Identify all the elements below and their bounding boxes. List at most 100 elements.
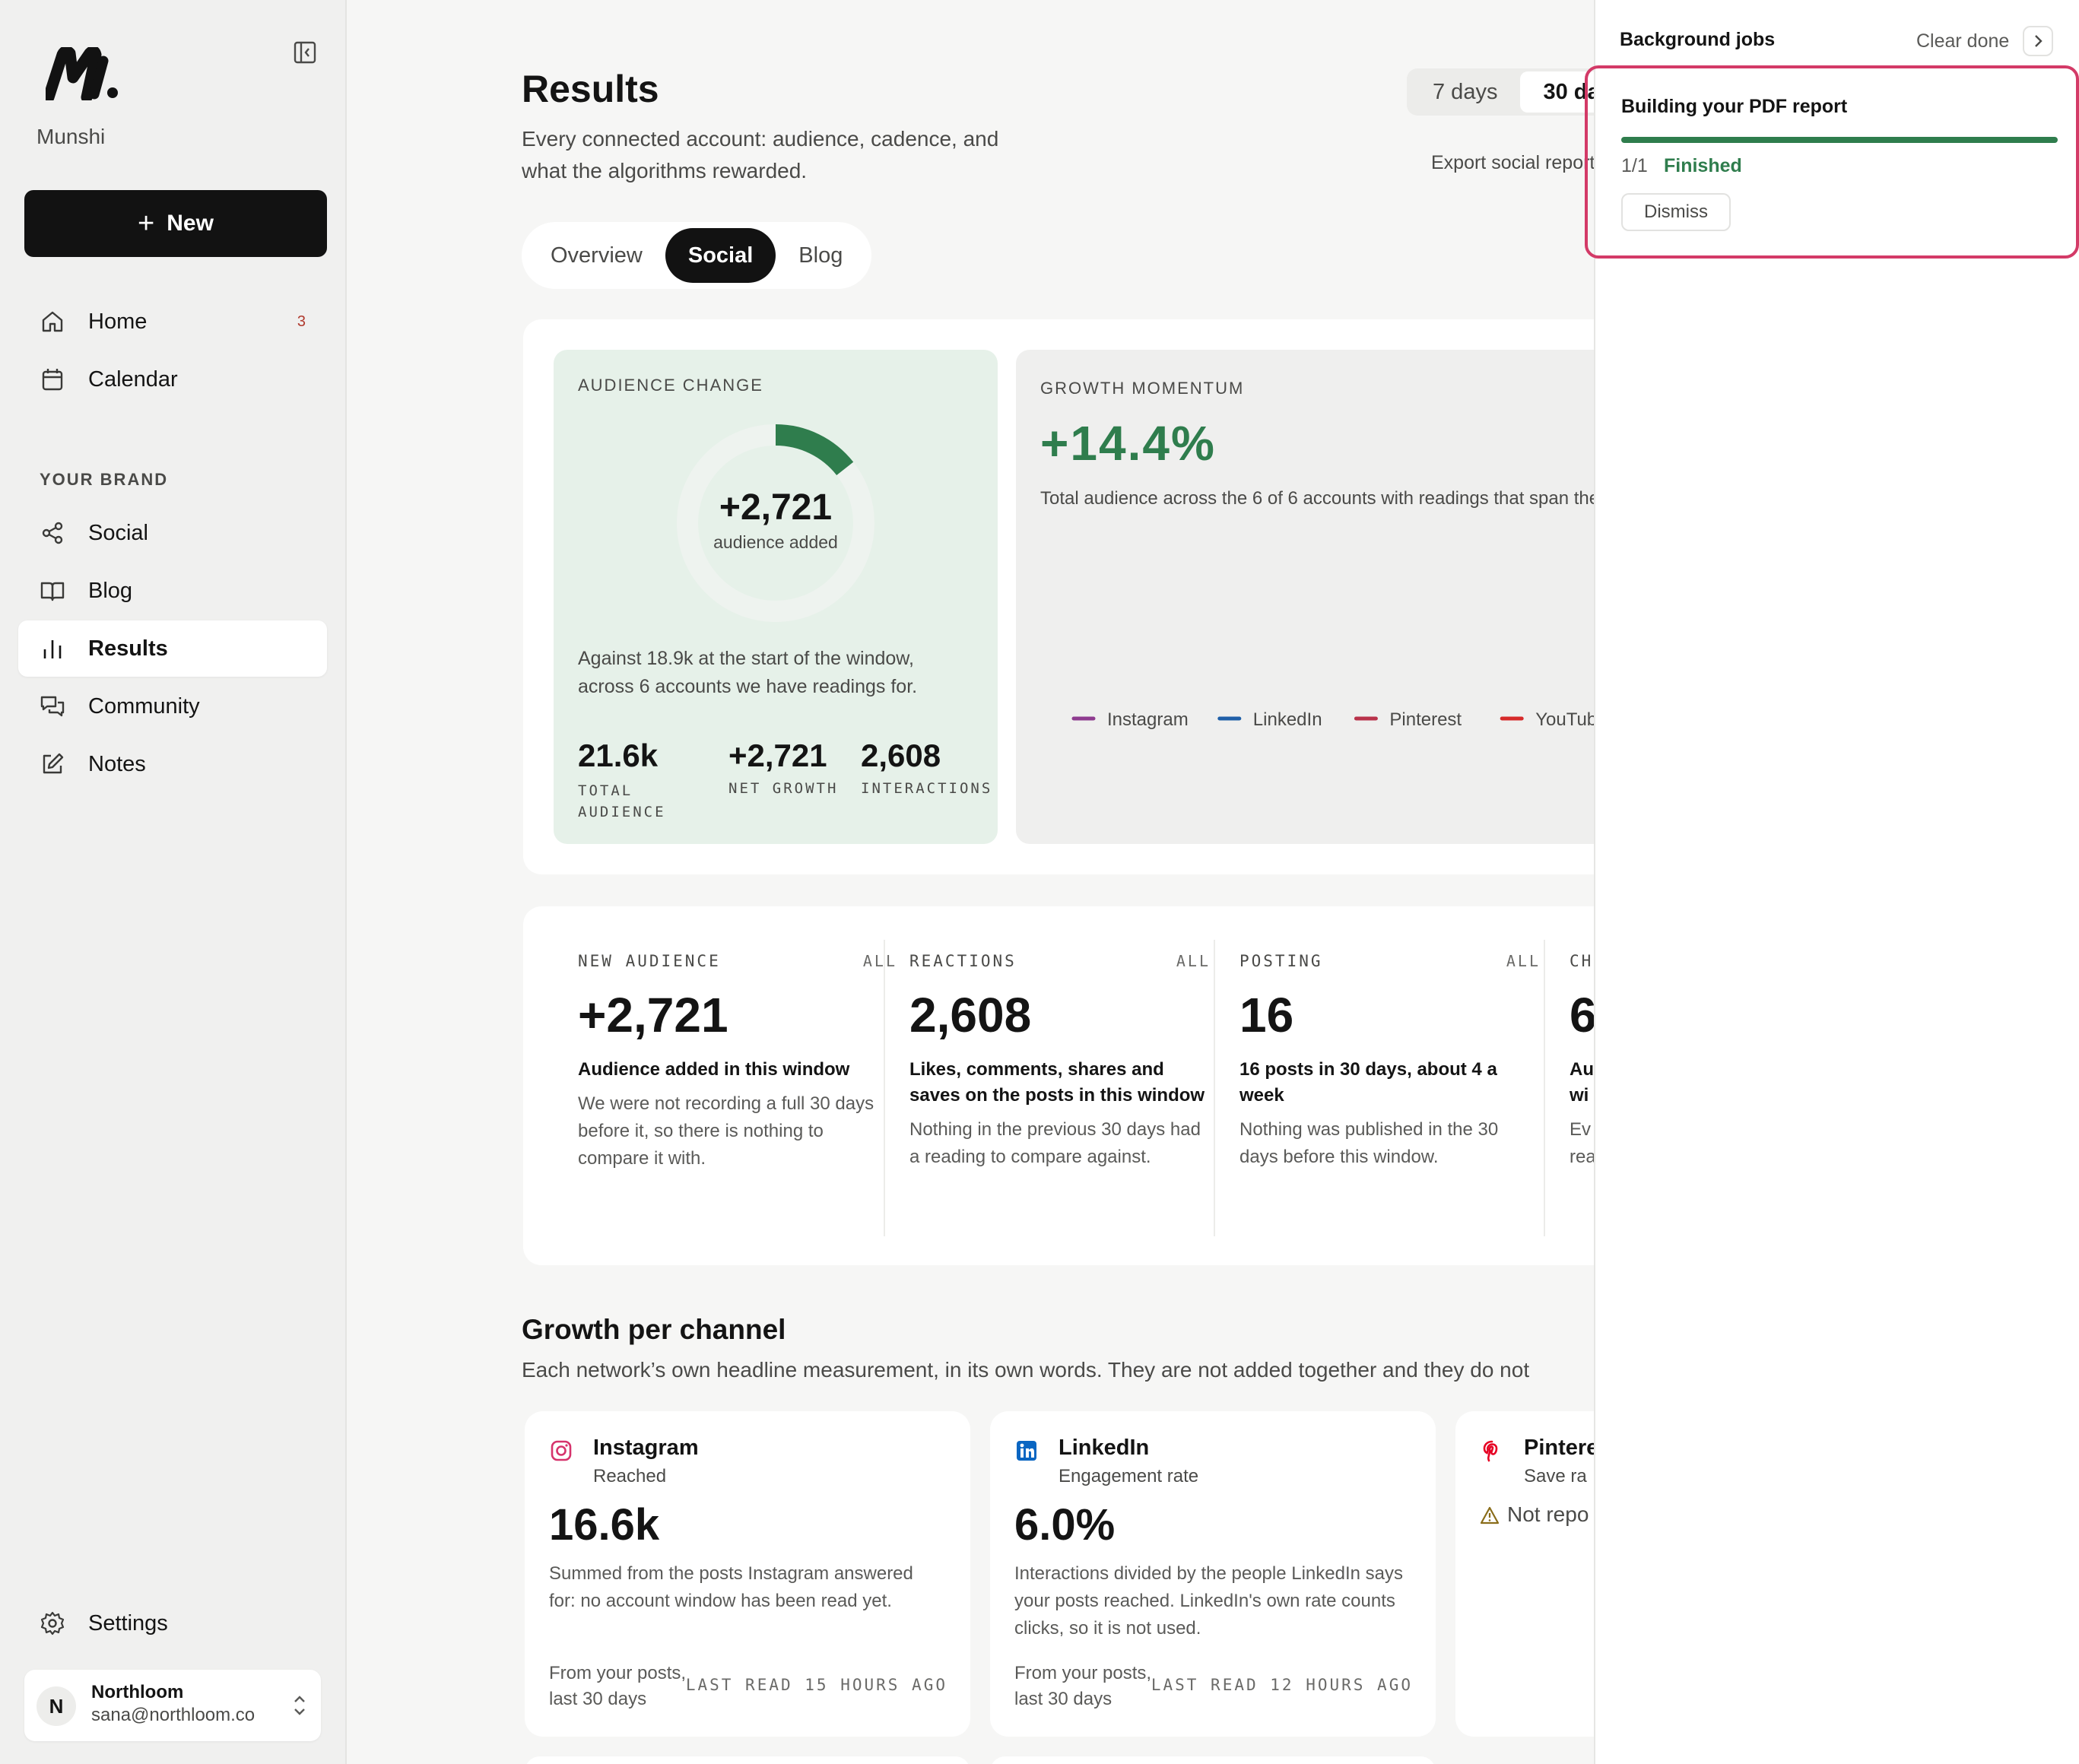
sidebar-item-settings[interactable]: Settings xyxy=(18,1595,327,1651)
stat-interactions: 2,608 INTERACTIONS xyxy=(861,738,992,797)
sidebar-item-community[interactable]: Community xyxy=(18,678,327,734)
metric-caption: NEW AUDIENCE xyxy=(578,952,721,970)
clear-done-button[interactable]: Clear done xyxy=(1916,30,2010,52)
gear-icon xyxy=(40,1611,65,1636)
user-name: Northloom xyxy=(91,1682,184,1702)
growth-momentum-card: GROWTH MOMENTUM +14.4% Total audience ac… xyxy=(1016,350,1624,844)
sidebar-item-social[interactable]: Social xyxy=(18,505,327,561)
dismiss-button[interactable]: Dismiss xyxy=(1621,193,1731,231)
instagram-icon xyxy=(551,1440,572,1461)
edit-icon xyxy=(43,753,64,774)
channel-metric: Save ra xyxy=(1524,1466,1587,1486)
metric-lead: 16 posts in 30 days, about 4 a week xyxy=(1239,1059,1497,1106)
metric-scope: ALL xyxy=(1506,952,1541,970)
section-label: YOUR BRAND xyxy=(40,470,169,489)
calendar-icon xyxy=(42,369,63,391)
sidebar-item-results[interactable]: Results xyxy=(18,620,327,677)
stat-net-growth: +2,721 NET GROWTH xyxy=(728,738,838,797)
sidebar-item-label: Blog xyxy=(88,578,133,603)
job-count: 1/1 xyxy=(1621,155,1648,176)
chevron-right-icon xyxy=(2035,35,2042,47)
page-subtitle: Every connected account: audience, caden… xyxy=(522,127,999,182)
job-item: Building your PDF report 1/1 Finished Di… xyxy=(1585,65,2079,259)
linkedin-icon xyxy=(1017,1441,1036,1461)
metric-description: Ev rea xyxy=(1570,1119,1596,1167)
metric-description: Nothing in the previous 30 days had a re… xyxy=(909,1119,1201,1167)
metric-description: We were not recording a full 30 days bef… xyxy=(578,1093,874,1169)
stat-value: 2,608 xyxy=(861,738,941,773)
plus-icon: + xyxy=(138,208,155,240)
metric-caption: REACTIONS xyxy=(909,952,1017,970)
new-button-label: New xyxy=(167,211,214,236)
metric-scope: ALL xyxy=(862,952,897,970)
channel-source: From your posts, last 30 days xyxy=(1014,1663,1152,1709)
home-icon xyxy=(42,311,63,332)
ring-label: audience added xyxy=(713,532,838,552)
stat-value: +2,721 xyxy=(728,738,827,773)
channel-name: LinkedIn xyxy=(1059,1436,1150,1460)
channel-description: Interactions divided by the people Linke… xyxy=(1014,1563,1403,1639)
tab-social[interactable]: Social xyxy=(665,228,776,283)
export-report-link[interactable]: Export social report xyxy=(1431,152,1595,173)
channel-card-linkedin: LinkedIn Engagement rate 6.0% Interactio… xyxy=(990,1411,1436,1737)
channel-value: 16.6k xyxy=(549,1500,660,1550)
metric-new-audience: NEW AUDIENCE ALL +2,721 Audience added i… xyxy=(578,952,897,1172)
notification-badge: 3 xyxy=(297,313,306,330)
sidebar-item-blog[interactable]: Blog xyxy=(18,563,327,619)
new-button[interactable]: + New xyxy=(24,190,327,257)
panel-title: Background jobs xyxy=(1620,29,1776,50)
collapse-sidebar-icon[interactable] xyxy=(292,40,318,65)
job-title: Building your PDF report xyxy=(1621,96,1848,117)
sidebar-item-label: Settings xyxy=(88,1610,168,1636)
page-title: Results xyxy=(522,68,659,110)
growth-momentum-chart: InstagramLinkedInPinterestYouTube1001051… xyxy=(1071,709,1608,730)
account-switcher[interactable]: N Northloom sana@northloom.co xyxy=(24,1670,321,1741)
divider xyxy=(1544,940,1545,1236)
section-title: Growth per channel xyxy=(522,1314,786,1345)
view-tabs: Overview Social Blog xyxy=(522,222,872,289)
sidebar-item-label: Results xyxy=(88,636,168,661)
channel-card-instagram: Instagram Reached 16.6k Summed from the … xyxy=(525,1411,970,1737)
channel-last-read: LAST READ 15 HOURS AGO xyxy=(685,1676,947,1694)
warning-icon xyxy=(1480,1506,1500,1524)
job-status: Finished xyxy=(1664,155,1742,176)
divider xyxy=(1214,940,1215,1236)
metric-value: +2,721 xyxy=(578,988,728,1042)
sidebar-item-label: Home xyxy=(88,309,148,334)
legend-label: Pinterest xyxy=(1389,709,1462,730)
sidebar-item-home[interactable]: Home 3 xyxy=(18,293,327,350)
chevron-up-down-icon xyxy=(294,1696,305,1715)
sidebar-item-calendar[interactable]: Calendar xyxy=(18,351,327,408)
tab-blog[interactable]: Blog xyxy=(798,243,843,268)
channel-card xyxy=(525,1756,970,1764)
audience-ring xyxy=(677,424,874,622)
range-option-7-days[interactable]: 7 days xyxy=(1433,79,1498,104)
channel-name: Instagram xyxy=(593,1436,699,1460)
growth-momentum-value: +14.4% xyxy=(1040,416,1216,471)
panel-chevron-button[interactable] xyxy=(2023,26,2053,56)
background-jobs-panel: Background jobs Clear done Building your… xyxy=(1585,0,2079,1764)
legend-label: LinkedIn xyxy=(1253,709,1322,730)
growth-momentum-description: Total audience across the 6 of 6 account… xyxy=(1040,488,1624,509)
sidebar-item-notes[interactable]: Notes xyxy=(18,736,327,792)
sidebar-item-label: Social xyxy=(88,520,148,545)
metric-lead: Audience added in this window xyxy=(578,1059,850,1080)
metric-reactions: REACTIONS ALL 2,608 Likes, comments, sha… xyxy=(909,952,1211,1171)
metric-lead: Au wi xyxy=(1570,1059,1594,1106)
audience-change-caption: AUDIENCE CHANGE xyxy=(578,376,763,395)
stat-total-audience: 21.6k TOTAL AUDIENCE xyxy=(578,738,677,823)
brand-name: Munshi xyxy=(37,125,106,148)
avatar: N xyxy=(37,1686,76,1726)
metric-caption: CH xyxy=(1570,952,1594,970)
divider xyxy=(884,940,885,1236)
tab-overview[interactable]: Overview xyxy=(551,243,643,268)
audience-ring-progress xyxy=(775,424,854,476)
channel-value: 6.0% xyxy=(1014,1500,1116,1550)
channel-description: Summed from the posts Instagram answered… xyxy=(549,1563,913,1611)
pinterest-icon xyxy=(1483,1440,1498,1462)
audience-change-card: AUDIENCE CHANGE +2,721 audience added Ag… xyxy=(554,350,998,844)
channel-source: From your posts, last 30 days xyxy=(549,1663,687,1709)
sidebar: Munshi + New Home 3 Calendar YOUR BRAND … xyxy=(0,0,347,1764)
section-subtitle: Each network’s own headline measurement,… xyxy=(522,1358,1530,1382)
ring-value: +2,721 xyxy=(719,487,833,528)
